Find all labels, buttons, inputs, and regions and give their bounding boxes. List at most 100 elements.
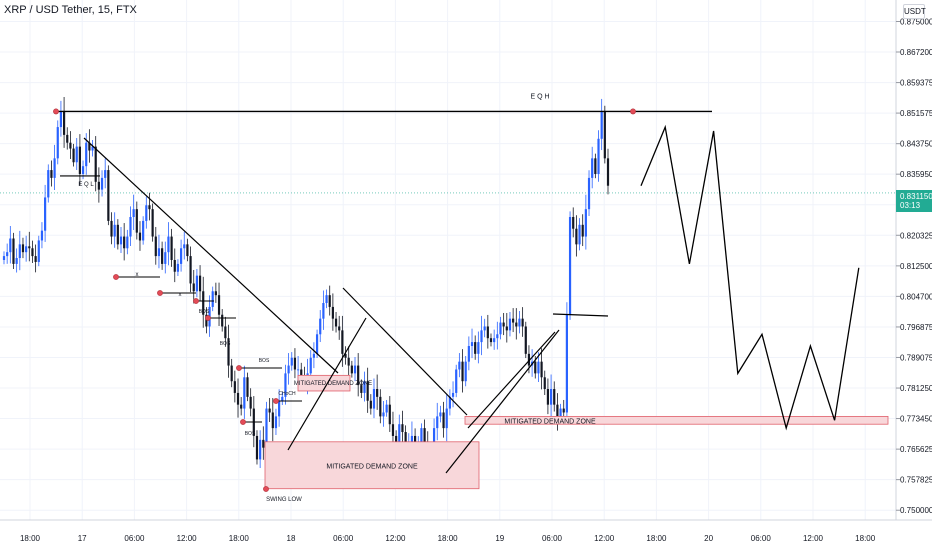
price-tick-label: 0.851575: [900, 109, 932, 118]
candle-body: [493, 338, 496, 343]
candle-body: [69, 142, 72, 149]
candle-body: [34, 256, 37, 262]
price-tick-label: 0.781250: [900, 384, 932, 393]
time-tick-label: 19: [495, 534, 504, 543]
structure-marker: [157, 290, 163, 296]
candle-body: [173, 260, 176, 272]
candle-body: [227, 338, 230, 366]
candle-body: [145, 205, 148, 221]
candle-body: [388, 404, 391, 425]
candle-body: [195, 275, 199, 292]
time-axis[interactable]: 18:00 17 06:00 12:00 18:00 18 06:00 12:00 18:00 1…: [20, 534, 876, 543]
candle-body: [129, 216, 132, 237]
candle-body: [176, 263, 180, 272]
candle-body: [439, 412, 442, 417]
candle-body: [553, 389, 556, 405]
candle-body: [499, 322, 502, 335]
candle-body: [315, 334, 319, 354]
time-tick-label: 18:00: [20, 534, 41, 543]
candle-body: [515, 322, 518, 327]
candle-body: [606, 158, 610, 186]
candle-body: [198, 275, 202, 292]
candle-body: [290, 357, 293, 366]
trendline-down: [83, 137, 339, 374]
time-tick-label: 12:00: [594, 534, 615, 543]
candle-body: [240, 404, 243, 409]
candle-body: [31, 248, 34, 257]
bar-countdown: 03:13: [900, 201, 921, 210]
candle-body: [559, 408, 562, 421]
candle-body: [587, 177, 591, 210]
price-tick-label: 0.804700: [900, 292, 932, 301]
candle-body: [59, 111, 63, 128]
candle-body: [331, 306, 334, 319]
eqh-label: E Q H: [530, 93, 549, 100]
candle-body: [480, 330, 483, 343]
candle-body: [322, 303, 325, 319]
demand-zone-label: MITIGATED DEMAND ZONE: [326, 463, 418, 470]
time-tick-label: 06:00: [124, 534, 145, 543]
candle-body: [6, 252, 9, 257]
candle-body: [62, 111, 66, 135]
candle-body: [527, 353, 531, 366]
candle-body: [420, 428, 423, 448]
candle-body: [44, 197, 47, 231]
candle-body: [540, 361, 543, 378]
candle-body: [104, 170, 107, 178]
candle-body: [265, 408, 268, 448]
resistance-line: [552, 313, 609, 317]
candle-body: [594, 158, 597, 174]
candle-body: [246, 377, 249, 397]
candle-body: [524, 326, 527, 354]
time-tick-label: 12:00: [385, 534, 406, 543]
candle-body: [91, 146, 94, 151]
demand-zone: [297, 374, 351, 392]
candle-body: [281, 396, 284, 401]
candle-body: [464, 361, 467, 382]
trendline-up: [287, 317, 367, 451]
candle-body: [287, 365, 290, 374]
candle-body: [9, 238, 12, 253]
candle-body: [568, 216, 572, 315]
candle-body: [249, 396, 252, 409]
bos-label: BOS: [245, 431, 256, 437]
current-price-value: 0.831150: [900, 192, 932, 201]
candle-body: [107, 170, 110, 221]
price-tick-label: 0.812500: [900, 262, 932, 271]
price-tick-label: 0.843750: [900, 140, 932, 149]
candle-body: [271, 412, 274, 429]
candle-body: [15, 258, 18, 264]
candle-body: [363, 381, 366, 393]
candle-body: [357, 365, 360, 386]
candle-body: [300, 369, 303, 378]
time-tick-label: 20: [704, 534, 713, 543]
candle-body: [451, 392, 455, 397]
candle-body: [94, 146, 97, 182]
candle-body: [50, 170, 53, 178]
candle-body: [600, 111, 603, 139]
candle-body: [138, 232, 142, 241]
candle-body: [477, 342, 480, 354]
candle-body: [167, 236, 170, 253]
candle-body: [379, 396, 382, 417]
candle-body: [442, 412, 445, 429]
eqh-marker: [630, 108, 636, 115]
candle-body: [192, 283, 195, 292]
time-tick-label: 06:00: [751, 534, 772, 543]
symbol-title[interactable]: XRP / USD Tether, 15, FTX: [4, 4, 137, 16]
price-tick-label: 0.835950: [900, 170, 932, 179]
candle-body: [170, 236, 173, 260]
candle-body: [502, 322, 505, 327]
candle-body: [436, 416, 439, 429]
price-axis[interactable]: 0.875000 0.867200 0.859375 0.851575 0.843750…: [896, 18, 932, 516]
candle-body: [132, 209, 135, 217]
candle-body: [116, 224, 119, 245]
candle-body: [2, 256, 6, 260]
candle-body: [183, 244, 186, 249]
candle-body: [597, 138, 600, 174]
currency-button[interactable]: USDT: [903, 4, 926, 19]
candle-body: [100, 177, 104, 190]
time-tick-label: 18:00: [646, 534, 667, 543]
candle-body: [278, 400, 281, 417]
